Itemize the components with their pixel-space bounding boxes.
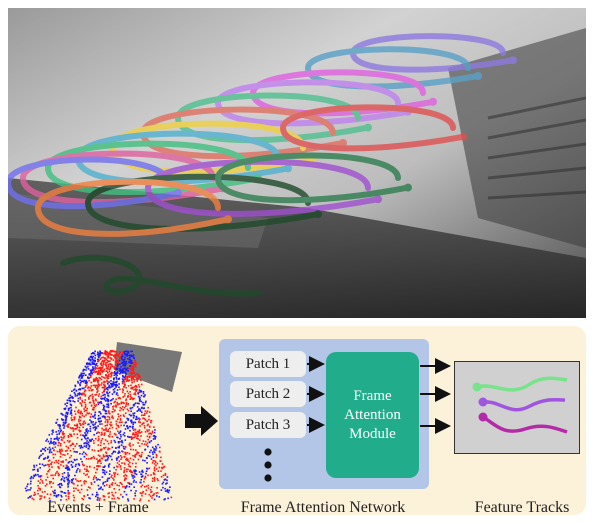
- track-loop: [214, 152, 411, 204]
- track-purple: [482, 398, 566, 412]
- patch-1-box: Patch 1: [230, 351, 306, 377]
- track-loop: [44, 140, 261, 196]
- frame-attention-module: Frame Attention Module: [326, 352, 419, 478]
- patch-3-box: Patch 3: [230, 412, 306, 438]
- track-loop: [214, 79, 411, 127]
- track-loop: [174, 92, 371, 144]
- track-end-point: [429, 97, 437, 106]
- track-end-point: [509, 56, 517, 65]
- track-end-point: [314, 210, 322, 219]
- track-end-point: [404, 183, 412, 192]
- track-green: [476, 376, 568, 392]
- track-loop: [84, 173, 321, 232]
- track-dark: [60, 254, 261, 297]
- module-label: Frame Attention Module: [344, 387, 401, 442]
- track-purple-start: [478, 397, 488, 407]
- track-end-point: [459, 132, 467, 141]
- patch-2-box: Patch 2: [230, 381, 306, 407]
- feature-tracks-box: [454, 361, 580, 454]
- track-loop: [304, 46, 481, 90]
- track-loop: [34, 178, 231, 237]
- track-end-point: [364, 123, 372, 132]
- tracks-caption: Feature Tracks: [474, 499, 570, 516]
- track-magenta: [482, 415, 568, 434]
- track-end-point: [474, 72, 482, 80]
- track-loop: [144, 158, 381, 217]
- track-end-point: [339, 139, 347, 147]
- track-end-point: [284, 164, 292, 173]
- feature-tracks-plot: [472, 376, 568, 434]
- track-green-start: [472, 382, 482, 392]
- more-patches-ellipsis: [264, 448, 272, 482]
- track-loop: [8, 156, 181, 210]
- feature-tracks-photo: [8, 8, 586, 318]
- right-arrow-icon: [185, 406, 218, 436]
- track-end-point: [224, 215, 232, 224]
- track-end-point: [174, 189, 182, 197]
- track-magenta-start: [478, 412, 488, 422]
- track-loop: [279, 104, 466, 152]
- events-frame-cloud: [24, 342, 182, 502]
- track-end-point: [374, 195, 382, 204]
- network-caption: Frame Attention Network: [240, 499, 406, 516]
- events-frame-caption: Events + Frame: [47, 499, 149, 516]
